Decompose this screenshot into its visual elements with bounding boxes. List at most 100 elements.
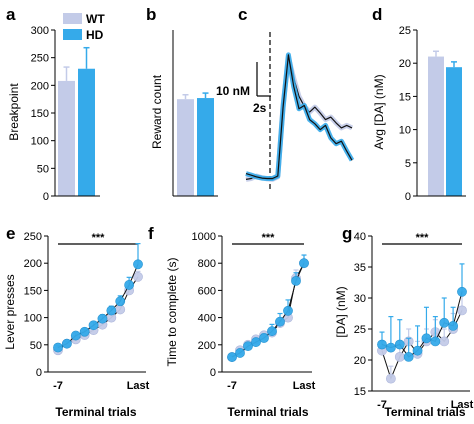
panel-g-y-label: [DA] (nM) [334,286,348,337]
panel-f-significance-label: *** [262,232,276,244]
scalebar-x-label: 2s [253,101,267,115]
panel-d-ytick-label: 20 [399,58,411,70]
panel-f-ytick-label: 1000 [192,231,216,243]
panel-d-ytick-label: 5 [405,158,411,170]
panel-g-plot: 15 20 25 30 35 40 -7 Last *** [354,231,474,411]
panel-g-point-hd [448,320,459,331]
panel-f-plot: 0 200 400 600 800 1000 -7 Last *** [192,231,316,392]
panel-f-point-hd [227,352,237,362]
panel-e: e 0 50 100 150 200 250 -7 Last *** Lever presses… [3,224,150,419]
panel-a-ytick-label: 150 [31,108,49,120]
panel-d-y-label: Avg [DA] (nM) [372,74,386,149]
panel-g-line-wt [381,310,463,381]
panel-a-y-label: Breakpoint [7,83,21,141]
panel-g-ytick-label: 25 [354,324,366,336]
panel-e-x-label: Terminal trials [55,405,136,419]
panel-a-y-ticks: 0 50 100 150 200 250 300 [31,25,55,203]
panel-a-ytick-label: 0 [43,191,49,203]
panel-e-ytick-label: 250 [24,231,42,243]
panel-g-point-wt [385,373,396,384]
panel-b-bar-hd [197,98,214,196]
panel-f-y-label: Time to complete (s) [165,258,179,367]
panel-e-xtick-label-first: -7 [53,380,63,392]
panel-e-ytick-label: 100 [24,313,42,325]
panel-e-point-hd [61,338,72,349]
panel-e-point-hd [53,342,63,353]
panel-f-xtick-label-first: -7 [227,380,237,392]
panel-c-trace-wt [245,56,353,180]
panel-g-point-wt [394,351,405,362]
scalebar-y-label: 10 nM [216,84,250,98]
panel-c-traces [245,52,355,182]
panel-g-point-hd [430,336,441,347]
panel-b-bars [177,92,214,196]
panel-e-significance-label: *** [92,232,106,244]
panel-e-y-label: Lever presses [3,274,17,349]
panel-f: f 0 200 400 600 800 1000 -7 Last *** Time to com… [148,224,316,419]
panel-f-xtick-label-last: Last [293,380,316,392]
panel-e-ytick-label: 200 [24,258,42,270]
panel-g-xtick-label-last: Last [451,399,474,411]
panel-e-point-wt [115,304,126,315]
panel-f-ytick-label: 200 [198,340,216,352]
panel-f-point-hd [283,305,293,316]
panel-e-ytick-label: 50 [30,340,42,352]
panel-e-point-hd [106,305,117,316]
panel-g-ytick-label: 35 [354,262,366,274]
panel-e-point-hd [97,313,108,324]
panel-g-point-hd [394,339,405,350]
panel-f-ytick-label: 800 [198,258,216,270]
legend: WT HD [63,12,105,42]
panel-g-point-hd [439,317,450,328]
panel-a: a 0 50 100 150 200 250 300 Breakpoint WT HD [6,5,105,203]
panel-d-ytick-label: 0 [405,191,411,203]
panel-a-ytick-label: 50 [37,163,49,175]
panel-d: d 0 5 10 15 20 25 Avg [DA] (nM) [372,5,466,203]
panel-f-ytick-label: 0 [210,367,216,379]
panel-f-x-label: Terminal trials [227,405,308,419]
panel-f-point-hd [243,341,253,352]
panel-e-ytick-label: 0 [36,367,42,379]
panel-e-xtick-label-last: Last [127,380,150,392]
panel-b-y-label: Reward count [150,74,164,149]
panel-b: b Reward count [146,5,218,197]
panel-f-point-hd [251,337,261,347]
panel-f-point-hd [267,326,277,337]
panel-g-point-hd [385,342,396,353]
panel-g-ytick-label: 20 [354,355,366,367]
panel-f-point-hd [259,333,269,343]
panel-g-point-wt [439,336,450,347]
panel-d-ytick-label: 10 [399,125,411,137]
panel-c-band-wt [245,54,354,182]
panel-e-ytick-label: 150 [24,285,42,297]
panel-g-ytick-label: 15 [354,386,366,398]
panel-e-line-hd [57,264,139,348]
panel-c-band-hd [245,52,355,181]
panel-c-trace-hd [245,54,353,180]
legend-wt-swatch [63,13,82,24]
legend-wt-label: WT [86,12,105,26]
panel-e-point-wt [133,271,143,282]
panel-d-y-ticks: 0 5 10 15 20 25 [399,25,417,203]
panel-f-ytick-label: 600 [198,285,216,297]
panel-f-point-hd [291,275,301,286]
panel-a-bar-wt [58,80,75,196]
legend-hd-swatch [63,29,82,40]
panel-g-point-hd [403,351,414,362]
panel-g: g 15 20 25 30 35 40 -7 Last *** [DA] (nM) Termin… [334,224,474,419]
panel-e-point-hd [124,280,135,290]
panel-a-ytick-label: 200 [31,80,49,92]
panel-g-letter: g [342,224,352,243]
panel-e-point-hd [79,326,90,337]
panel-g-point-hd [412,345,423,356]
panel-g-point-hd [421,333,432,344]
panel-e-letter: e [6,224,15,243]
panel-d-letter: d [372,5,382,24]
panel-f-point-hd [299,258,309,269]
panel-d-ytick-label: 25 [399,25,411,37]
panel-d-ytick-label: 15 [399,91,411,103]
panel-c: c 10 nM 2s [216,5,355,192]
panel-e-point-hd [70,330,81,341]
panel-e-point-hd [88,320,99,331]
panel-f-letter: f [148,224,154,243]
